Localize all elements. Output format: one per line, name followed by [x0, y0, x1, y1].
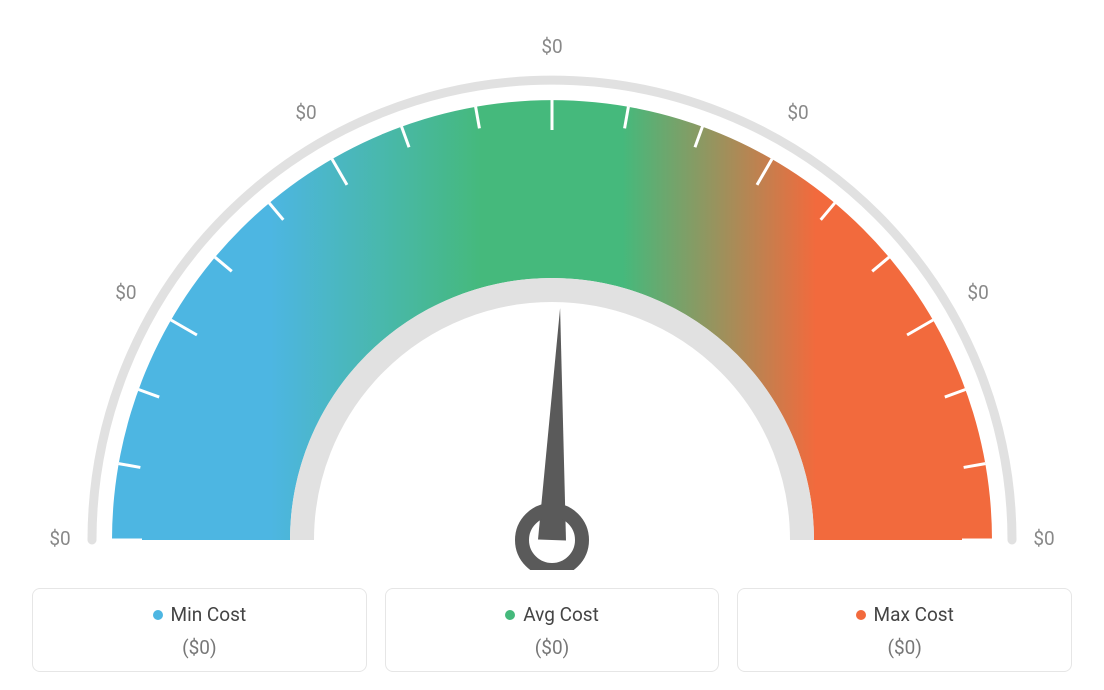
legend-title-avg: Avg Cost [505, 603, 599, 626]
legend-card-avg: Avg Cost ($0) [385, 588, 720, 672]
gauge-chart: $0 $0 $0 $0 $0 $0 $0 [32, 10, 1072, 570]
svg-text:$0: $0 [115, 281, 136, 304]
legend-value-max: ($0) [748, 636, 1061, 659]
legend-label-avg: Avg Cost [523, 603, 599, 626]
legend-value-min: ($0) [43, 636, 356, 659]
gauge-svg: $0 $0 $0 $0 $0 $0 $0 [32, 10, 1072, 570]
legend-dot-avg [505, 610, 515, 620]
legend-card-min: Min Cost ($0) [32, 588, 367, 672]
legend-row: Min Cost ($0) Avg Cost ($0) Max Cost ($0… [32, 588, 1072, 672]
svg-text:$0: $0 [787, 101, 808, 124]
legend-title-min: Min Cost [153, 603, 247, 626]
legend-dot-max [856, 610, 866, 620]
legend-value-avg: ($0) [396, 636, 709, 659]
legend-dot-min [153, 610, 163, 620]
legend-label-max: Max Cost [874, 603, 954, 626]
legend-card-max: Max Cost ($0) [737, 588, 1072, 672]
svg-text:$0: $0 [967, 281, 988, 304]
svg-text:$0: $0 [541, 35, 562, 58]
svg-text:$0: $0 [1033, 527, 1054, 550]
svg-text:$0: $0 [295, 101, 316, 124]
legend-title-max: Max Cost [856, 603, 954, 626]
legend-label-min: Min Cost [171, 603, 247, 626]
svg-text:$0: $0 [49, 527, 70, 550]
